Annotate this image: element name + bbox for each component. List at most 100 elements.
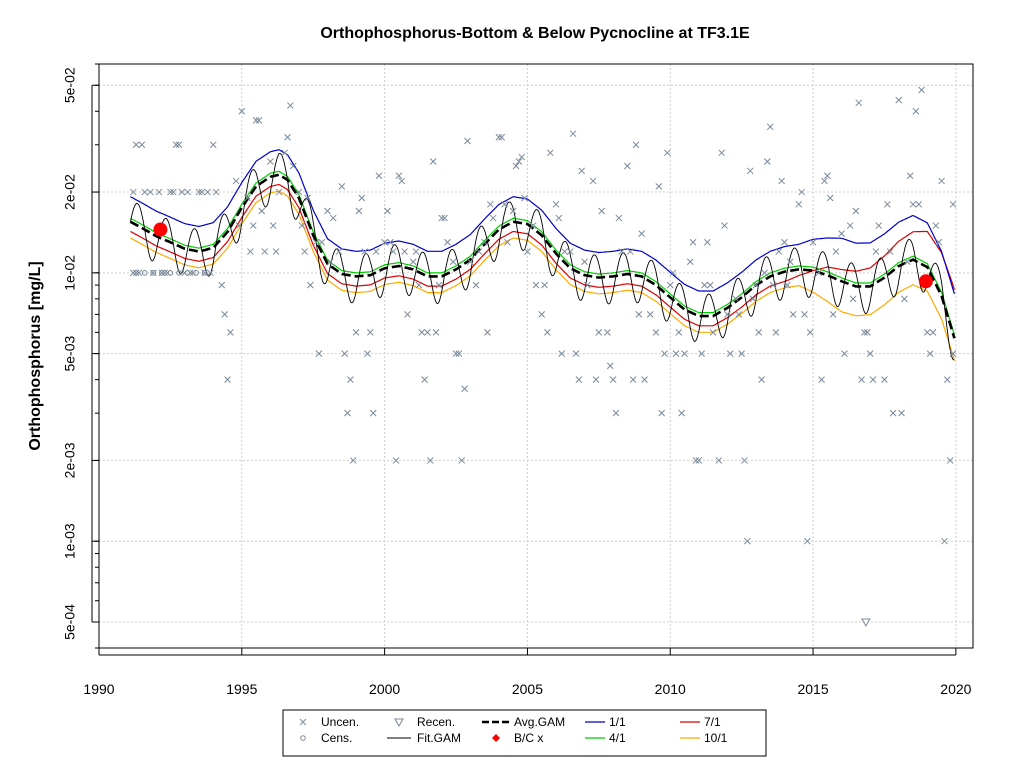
uncensored-point xyxy=(458,457,466,464)
uncensored-point xyxy=(335,248,343,255)
uncensored-point xyxy=(415,281,423,289)
legend-label-uncen: Uncen. xyxy=(321,715,359,729)
uncensored-point xyxy=(672,350,680,357)
series-7-1-line xyxy=(130,183,955,327)
uncensored-point xyxy=(932,222,940,229)
uncensored-point xyxy=(918,86,925,94)
uncensored-point xyxy=(906,172,914,180)
y-axis-label: Orthophosphorus [mg/L] xyxy=(27,261,44,450)
legend-box xyxy=(282,709,767,757)
uncensored-point xyxy=(935,238,943,246)
uncensored-point xyxy=(886,248,894,255)
uncensored-point xyxy=(798,188,805,196)
uncensored-point xyxy=(581,258,588,266)
uncensored-point xyxy=(589,177,597,185)
uncensored-point xyxy=(238,107,246,115)
uncensored-point xyxy=(786,258,794,266)
legend-symbol-recen xyxy=(394,718,404,728)
uncensored-point xyxy=(775,248,783,255)
uncensored-point xyxy=(449,258,457,266)
uncensored-point xyxy=(418,329,426,336)
fit-gam-line xyxy=(129,152,955,361)
uncensored-point xyxy=(281,149,289,157)
uncensored-point xyxy=(409,258,417,266)
uncensored-point xyxy=(198,188,206,196)
recensored-point xyxy=(861,618,871,627)
uncensored-point xyxy=(895,96,903,104)
bc-point xyxy=(918,274,933,289)
uncensored-point xyxy=(541,281,548,289)
uncensored-point xyxy=(569,130,577,138)
uncensored-point xyxy=(432,329,440,336)
legend-symbol-bc xyxy=(492,734,500,742)
uncensored-point xyxy=(661,350,668,357)
uncensored-point xyxy=(949,350,957,357)
uncensored-point xyxy=(172,141,180,149)
uncensored-point xyxy=(424,329,431,336)
uncensored-point xyxy=(207,269,214,277)
x-tick-label: 2015 xyxy=(797,681,828,697)
y-tick-label: 5e-02 xyxy=(62,67,78,103)
uncensored-point xyxy=(829,311,837,318)
uncensored-point xyxy=(823,172,831,180)
uncensored-point xyxy=(341,350,348,357)
uncensored-point xyxy=(158,269,166,277)
uncensored-point xyxy=(675,329,683,336)
uncensored-point xyxy=(201,269,209,277)
uncensored-point xyxy=(664,149,671,157)
uncensored-point xyxy=(475,248,483,255)
uncensored-point xyxy=(329,214,337,222)
censored-point xyxy=(201,270,208,276)
uncensored-point xyxy=(558,350,566,357)
uncensored-point xyxy=(943,376,951,383)
uncensored-point xyxy=(618,248,626,255)
uncensored-point xyxy=(946,457,954,464)
uncensored-point xyxy=(575,376,583,383)
uncensored-point xyxy=(678,409,686,417)
uncensored-point xyxy=(466,258,474,266)
uncensored-point xyxy=(809,238,817,246)
uncensored-point xyxy=(224,376,231,383)
uncensored-point xyxy=(175,141,183,149)
uncensored-point xyxy=(909,200,917,208)
uncensored-point xyxy=(421,376,428,383)
uncensored-point xyxy=(901,295,908,303)
uncensored-point xyxy=(609,376,617,383)
uncensored-point xyxy=(638,230,646,237)
uncensored-point xyxy=(566,248,574,255)
uncensored-point xyxy=(358,194,366,202)
uncensored-point xyxy=(758,376,765,383)
legend-symbol-uncen xyxy=(299,718,307,726)
uncensored-point xyxy=(147,188,154,196)
uncensored-point xyxy=(915,200,923,208)
uncensored-point xyxy=(741,457,748,464)
uncensored-point xyxy=(184,188,191,196)
uncensored-point xyxy=(709,329,717,336)
uncensored-point xyxy=(441,214,448,222)
chart-title: Orthophosphorus-Bottom & Below Pycnoclin… xyxy=(320,25,750,42)
uncensored-point xyxy=(766,123,774,131)
uncensored-point xyxy=(512,162,520,170)
uncensored-point xyxy=(209,141,217,149)
uncensored-point xyxy=(138,141,146,149)
uncensored-point xyxy=(401,248,408,255)
uncensored-point xyxy=(689,238,697,246)
uncensored-point xyxy=(555,214,563,222)
uncensored-point xyxy=(338,183,346,190)
censored-point xyxy=(167,270,174,276)
uncensored-point xyxy=(366,329,374,336)
legend-label-fit: Fit.GAM xyxy=(417,731,461,745)
legend-label-recen: Recen. xyxy=(417,715,455,729)
uncensored-point xyxy=(681,350,688,357)
uncensored-point xyxy=(726,350,734,357)
uncensored-point xyxy=(349,457,357,464)
uncensored-point xyxy=(255,116,263,124)
uncensored-point xyxy=(658,409,666,417)
series-10-1-line xyxy=(130,190,955,361)
uncensored-point xyxy=(578,167,586,175)
uncensored-point xyxy=(826,194,834,202)
uncensored-point xyxy=(584,281,591,289)
uncensored-point xyxy=(509,207,517,215)
uncensored-point xyxy=(272,248,280,255)
y-tick-label: 5e-03 xyxy=(62,336,78,372)
